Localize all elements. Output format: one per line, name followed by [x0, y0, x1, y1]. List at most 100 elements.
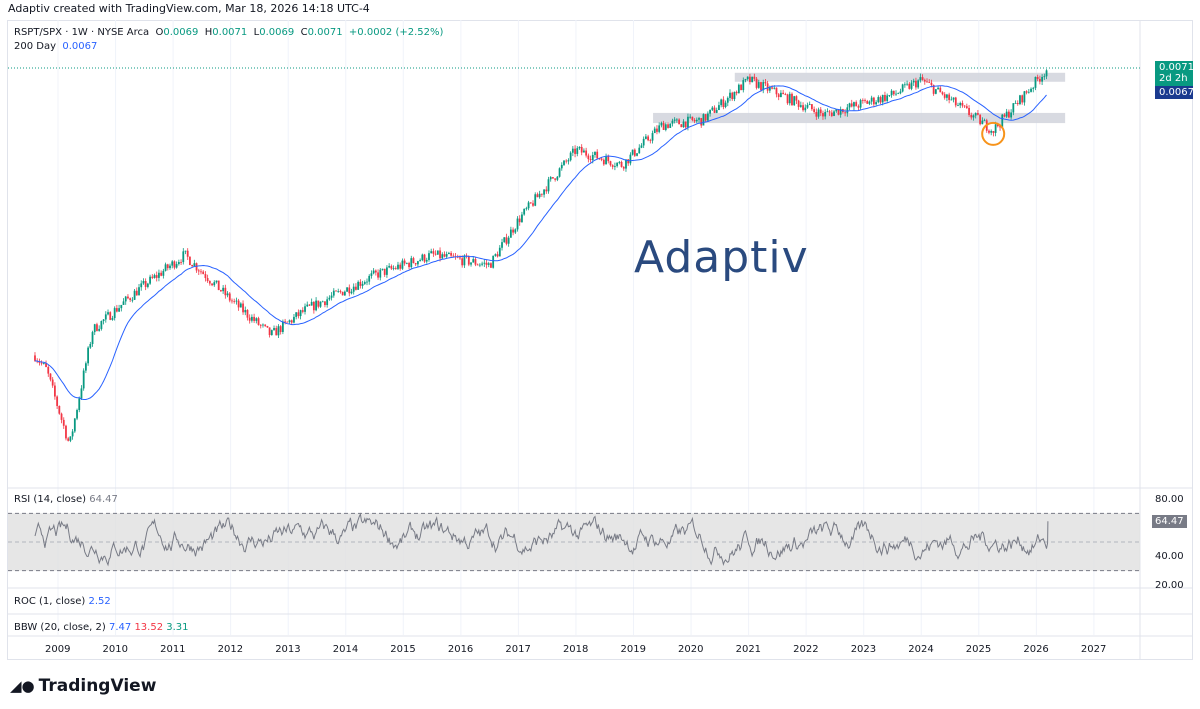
candle-body — [755, 78, 758, 88]
candle-body — [698, 118, 700, 120]
candle-body — [374, 270, 377, 273]
candle-body — [926, 81, 928, 83]
candle-body — [87, 347, 90, 364]
candle-body — [237, 300, 240, 308]
candle-body — [184, 250, 187, 252]
candle-body — [355, 286, 357, 290]
brand-name: TradingView — [38, 676, 157, 696]
candle-body — [970, 114, 973, 118]
candle-body — [680, 124, 683, 128]
candle-body — [525, 208, 528, 210]
candle-body — [921, 77, 924, 80]
candle-body — [901, 84, 904, 92]
bbw-label[interactable]: BBW (20, close, 2) — [14, 622, 106, 633]
candle-body — [390, 266, 393, 269]
rsi-label[interactable]: RSI (14, close) — [14, 494, 87, 505]
candle-body — [220, 290, 222, 292]
candle-body — [678, 119, 680, 125]
candle-body — [757, 82, 760, 88]
candle-body — [693, 120, 696, 122]
candle-body — [286, 321, 289, 323]
roc-value: 2.52 — [88, 596, 111, 607]
candle-body — [1005, 111, 1008, 117]
candle-body — [908, 83, 911, 89]
candle-body — [204, 274, 207, 279]
candle-body — [341, 291, 344, 296]
candle-body — [540, 193, 543, 195]
candle-body — [1030, 88, 1032, 92]
x-tick-label: 2021 — [735, 644, 762, 655]
candle-body — [1041, 76, 1044, 82]
candle-body — [915, 80, 917, 88]
tradingview-logo[interactable]: ◢● TradingView — [10, 676, 156, 696]
candle-body — [848, 103, 851, 108]
candle-body — [277, 326, 280, 336]
x-tick-label: 2019 — [620, 644, 646, 655]
candle-body — [1038, 78, 1041, 82]
candle-body — [611, 165, 614, 167]
last-price-label: 0.0071 2d 2h — [1155, 61, 1194, 87]
candle-body — [811, 104, 813, 110]
candle-body — [332, 290, 335, 296]
candle-body — [602, 159, 605, 165]
open-label: O — [155, 27, 164, 38]
candle-body — [324, 301, 326, 306]
candle-body — [96, 324, 98, 331]
candle-body — [91, 332, 94, 345]
rsi-tick-20: 20.00 — [1155, 580, 1184, 591]
candle-body — [135, 290, 138, 296]
candle-body — [647, 136, 650, 141]
candle-body — [934, 89, 937, 94]
candle-body — [162, 270, 165, 276]
candle-body — [633, 149, 636, 156]
candle-body — [140, 283, 143, 288]
candle-body — [142, 280, 145, 284]
candle-body — [903, 84, 906, 86]
candle-body — [636, 153, 638, 156]
candle-body — [262, 324, 264, 326]
ma-label[interactable]: 200 Day — [14, 41, 57, 52]
candle-body — [833, 111, 835, 116]
candle-body — [957, 105, 959, 107]
chart-credit: Adaptiv created with TradingView.com, Ma… — [8, 2, 370, 15]
candle-body — [534, 194, 537, 206]
candle-body — [56, 396, 59, 406]
candle-body — [109, 312, 112, 320]
candle-body — [51, 379, 54, 386]
candle-body — [653, 128, 656, 134]
candle-body — [445, 254, 448, 257]
candle-body — [877, 97, 880, 103]
x-tick-label: 2011 — [160, 644, 186, 655]
candle-body — [111, 318, 114, 320]
candle-body — [591, 154, 594, 161]
candle-body — [299, 310, 302, 317]
candle-body — [208, 281, 211, 284]
candle-body — [452, 255, 455, 257]
candle-body — [330, 295, 333, 298]
bbw-value-2: 13.52 — [134, 622, 164, 633]
x-tick-label: 2009 — [45, 644, 71, 655]
candle-body — [206, 278, 209, 282]
candle-body — [943, 94, 946, 98]
candle-body — [605, 156, 607, 165]
candle-body — [231, 300, 233, 302]
candle-body — [467, 256, 470, 265]
candle-body — [744, 79, 747, 81]
candle-body — [870, 97, 873, 102]
candle-body — [421, 254, 424, 261]
candle-body — [853, 102, 855, 107]
candle-body — [512, 229, 514, 233]
low-label: L — [253, 27, 260, 38]
candle-body — [93, 324, 96, 333]
roc-label[interactable]: ROC (1, close) — [14, 596, 86, 607]
candle-body — [749, 76, 751, 83]
candle-body — [490, 263, 492, 268]
rsi-line — [34, 512, 1049, 567]
symbol-label[interactable]: RSPT/SPX · 1W · NYSE Arca — [14, 27, 150, 38]
candle-body — [1025, 91, 1028, 93]
last-price: 0.0071 — [1159, 62, 1194, 73]
candle-body — [775, 87, 778, 95]
candle-body — [461, 258, 464, 266]
rsi-value: 64.47 — [89, 494, 118, 505]
